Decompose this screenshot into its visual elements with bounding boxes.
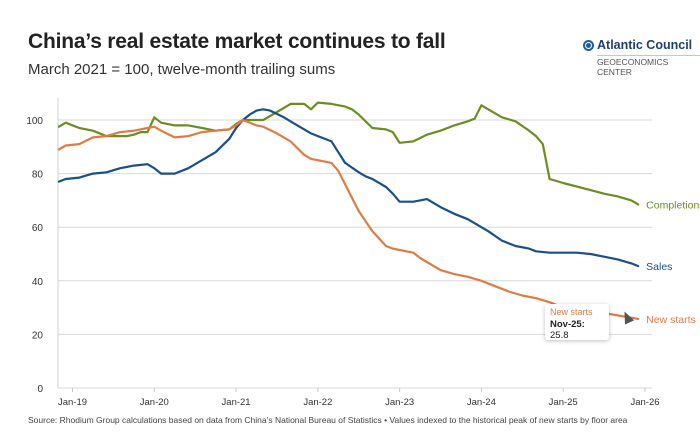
y-tick-label: 100 [26, 116, 43, 127]
globe-icon [583, 39, 594, 51]
y-tick-label: 60 [32, 223, 44, 234]
y-tick-label: 20 [32, 330, 44, 341]
series-labels: Completions Sales New starts [646, 199, 700, 325]
series-label-sales: Sales [646, 261, 672, 273]
series-label-new-starts: New starts [646, 314, 696, 326]
y-axis-ticks: 0 20 40 60 80 100 [26, 116, 43, 395]
tooltip-label: Nov-25: [550, 319, 585, 330]
x-tick-label: Jan-26 [630, 397, 659, 408]
logo-name: Atlantic Council [583, 38, 700, 52]
y-tick-label: 0 [37, 384, 43, 395]
chart-subtitle: March 2021 = 100, twelve-month trailing … [28, 61, 336, 78]
x-tick-label: Jan-24 [467, 397, 496, 408]
series-line-completions [57, 101, 640, 206]
logo-subtitle: GEOECONOMICS CENTER [597, 55, 700, 77]
data-tooltip: New starts Nov-25: 25.8 [545, 304, 609, 341]
chart-title: China’s real estate market continues to … [28, 30, 446, 53]
x-tick-label: Jan-25 [549, 397, 578, 408]
source-note: Source: Rhodium Group calculations based… [28, 415, 628, 425]
y-tick-label: 80 [32, 170, 44, 181]
tooltip-series: New starts [550, 307, 593, 317]
logo-name-text: Atlantic Council [597, 38, 693, 52]
series-label-completions: Completions [646, 199, 700, 211]
tooltip-value-row: Nov-25: 25.8 [550, 319, 604, 341]
x-axis-ticks: Jan-19 Jan-20 Jan-21 Jan-22 Jan-23 Jan-24 Jan-… [58, 388, 660, 408]
series-line-new-starts [57, 118, 640, 320]
tooltip-value: 25.8 [550, 330, 569, 341]
y-tick-label: 40 [32, 277, 44, 288]
x-tick-label: Jan-23 [385, 397, 414, 408]
x-tick-label: Jan-22 [303, 397, 332, 408]
x-tick-label: Jan-21 [222, 397, 251, 408]
series-lines [57, 101, 640, 320]
gridlines [57, 98, 652, 389]
x-tick-label: Jan-20 [140, 397, 169, 408]
atlantic-council-logo: Atlantic Council GEOECONOMICS CENTER [583, 38, 700, 77]
x-tick-label: Jan-19 [58, 397, 87, 408]
series-line-sales [57, 108, 640, 268]
